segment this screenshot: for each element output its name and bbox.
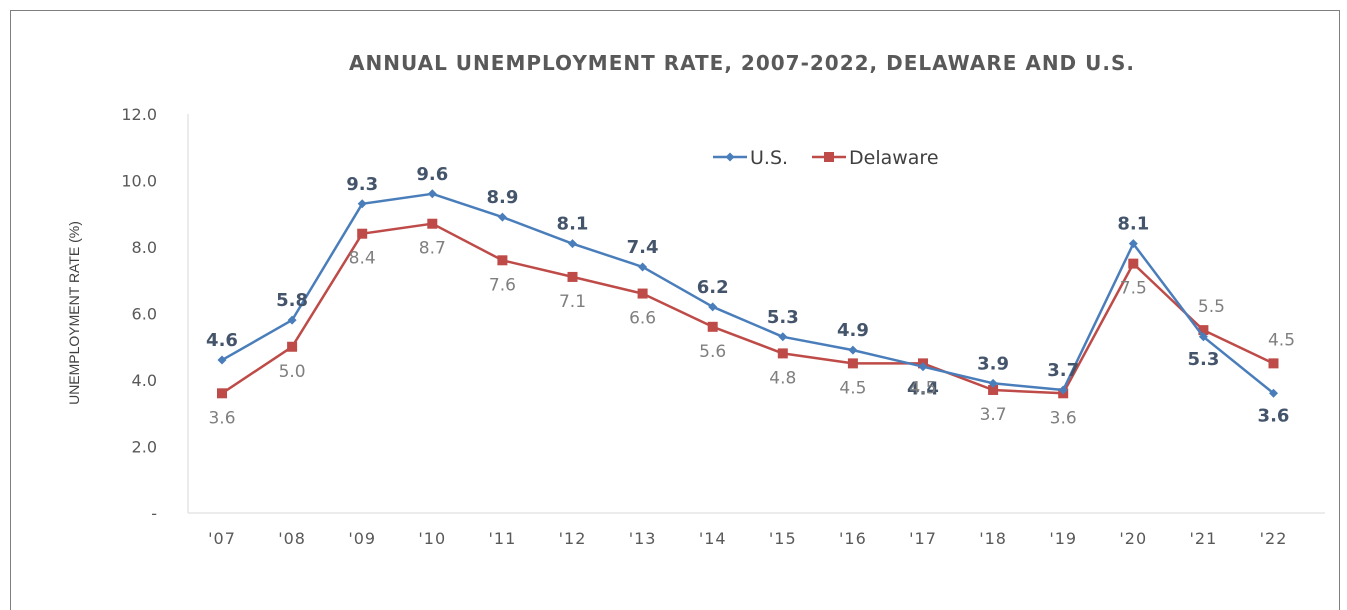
us-marker [357,199,367,209]
us-data-label: 5.3 [1187,349,1219,370]
x-tick-label: '17 [909,529,937,548]
x-tick-label: '22 [1260,529,1288,548]
delaware-data-label: 5.5 [1198,297,1225,317]
y-tick-label: 2.0 [132,438,157,457]
us-marker [497,212,507,222]
x-tick-label: '07 [208,529,236,548]
y-tick-label: 4.0 [132,371,157,390]
delaware-data-label: 8.4 [349,249,376,269]
y-tick-label: 8.0 [132,238,157,257]
x-tick-label: '18 [979,529,1007,548]
series-line-delaware [221,222,1275,395]
legend-label-us: U.S. [750,147,788,169]
delaware-data-label: 5.6 [699,342,726,362]
legend-marker-us [725,152,735,162]
delaware-data-label: 4.5 [1268,330,1295,350]
delaware-data-label: 7.6 [489,275,516,295]
us-marker [1198,332,1208,342]
delaware-marker [217,388,227,399]
us-marker [427,189,437,199]
us-marker [638,262,648,272]
x-tick-label: '11 [489,529,517,548]
delaware-marker [1128,258,1139,269]
us-marker [1128,239,1138,249]
delaware-data-label: 4.5 [909,378,936,398]
y-tick-label: 10.0 [121,172,157,191]
delaware-data-label: 7.1 [559,292,586,312]
delaware-marker [988,384,999,395]
us-data-label: 8.9 [486,187,518,208]
delaware-data-label: 3.7 [980,405,1007,425]
us-data-label: 4.9 [837,320,869,341]
x-tick-label: '09 [348,529,376,548]
delaware-data-label: 4.8 [769,368,796,388]
delaware-marker [1198,325,1209,336]
us-data-label: 8.1 [557,214,589,235]
delaware-marker [567,271,578,282]
delaware-marker [427,218,438,229]
delaware-marker [287,341,298,352]
chart-title: ANNUAL UNEMPLOYMENT RATE, 2007-2022, DEL… [349,51,1135,75]
x-tick-label: '20 [1119,529,1147,548]
us-data-label: 5.8 [276,290,308,311]
us-data-label: 4.6 [206,330,238,351]
us-data-label: 3.7 [1047,360,1079,381]
delaware-data-label: 3.6 [208,408,235,428]
us-marker [1269,388,1278,398]
series-line-us [221,192,1275,395]
legend-marker-delaware [824,152,834,162]
delaware-marker [497,255,508,266]
us-data-label: 6.2 [697,277,729,298]
x-tick-label: '21 [1190,529,1218,548]
delaware-data-label: 8.7 [419,239,446,259]
us-marker [217,355,227,365]
us-marker [1058,385,1068,395]
y-axis-label: UNEMPLOYMENT RATE (%) [66,221,82,405]
x-tick-label: '19 [1049,529,1077,548]
delaware-marker [707,321,718,332]
us-data-label: 9.3 [346,174,378,195]
us-marker [918,362,928,372]
x-tick-label: '08 [278,529,306,548]
delaware-data-label: 6.6 [629,309,656,329]
us-data-label: 9.6 [416,164,448,185]
us-data-label: 8.1 [1117,214,1149,235]
us-data-label: 3.6 [1258,405,1290,426]
us-marker [988,378,998,388]
x-tick-label: '14 [699,529,727,548]
x-tick-label: '13 [629,529,657,548]
x-tick-label: '15 [769,529,797,548]
us-data-label: 7.4 [627,237,659,258]
delaware-data-label: 4.5 [839,378,866,398]
delaware-marker [1268,358,1279,369]
x-tick-label: '10 [418,529,446,548]
us-data-label: 5.3 [767,307,799,328]
delaware-data-label: 3.6 [1050,408,1077,428]
us-marker [778,332,788,342]
delaware-marker [637,288,648,299]
delaware-data-label: 7.5 [1120,279,1147,299]
legend-label-delaware: Delaware [849,147,939,169]
us-marker [568,239,577,249]
y-tick-label: 12.0 [121,105,157,124]
delaware-marker [357,228,368,239]
delaware-marker [847,358,858,369]
x-tick-label: '16 [839,529,867,548]
delaware-marker [777,348,788,359]
y-tick-label: 6.0 [132,305,157,324]
us-marker [848,345,858,355]
x-tick-label: '12 [559,529,587,548]
chart-frame [10,10,1340,610]
us-data-label: 3.9 [977,353,1009,374]
y-tick-label: - [151,504,157,523]
us-data-label: 4.4 [907,379,939,400]
delaware-data-label: 5.0 [279,362,306,382]
us-marker [287,315,297,325]
us-marker [708,302,718,312]
